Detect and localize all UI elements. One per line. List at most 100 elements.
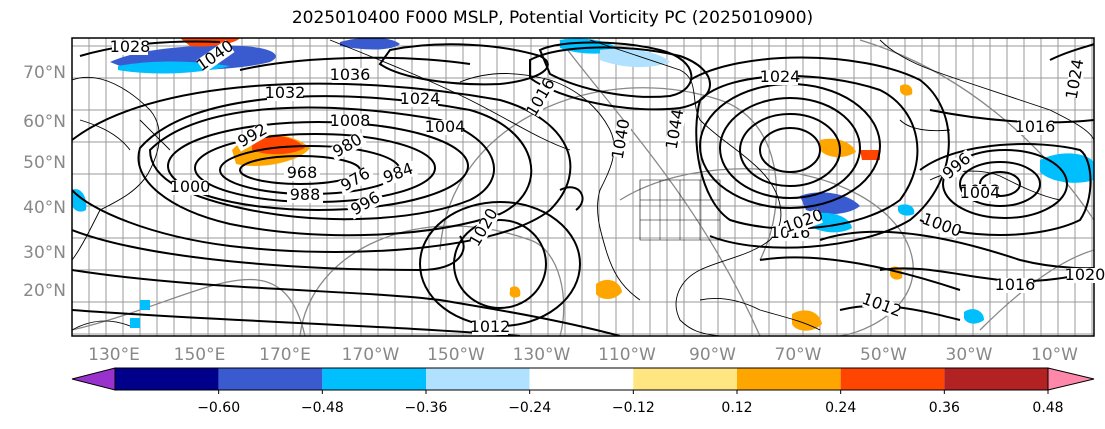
isobar-label-bg: [962, 186, 998, 201]
colorbar-segment: [115, 368, 219, 390]
isobar-label-bg: [112, 40, 148, 55]
latitude-label: 20°N: [23, 281, 66, 301]
colorbar-segment: [529, 368, 634, 390]
isobars: [72, 40, 1094, 336]
colorbar-tick-label: 0.36: [929, 400, 960, 416]
isobar-label: 968: [284, 163, 320, 182]
latitude-label: 30°N: [23, 243, 66, 263]
isobar-value: 1008: [330, 111, 371, 130]
isobar-label: 1004: [425, 117, 466, 136]
isobar-label-bg: [267, 86, 303, 101]
colorbar-tick-label: 0.24: [825, 400, 856, 416]
isobar-label: 1016: [995, 275, 1036, 294]
longitude-label: 130°W: [513, 345, 571, 365]
isobar-label: 1032: [265, 83, 306, 102]
isobar-label-bg: [332, 114, 368, 129]
isobar-value: 988: [290, 185, 321, 204]
colorbar-segment: [218, 368, 323, 390]
isobar-label-bg: [172, 180, 208, 195]
isobar-value: 1020: [1065, 265, 1105, 284]
isobar-label-bg: [938, 149, 976, 184]
isobar-label-bg: [287, 188, 323, 203]
isobar-label-bg: [472, 320, 508, 335]
longitude-label: 170°E: [259, 345, 311, 365]
colorbar-tick-label: −0.36: [405, 400, 448, 416]
isobar-label-bg: [427, 120, 463, 135]
longitude-label: 150°W: [427, 345, 485, 365]
isobar-label-bg: [346, 188, 386, 220]
latitude-label: 60°N: [23, 112, 66, 132]
isobar-label-bg: [332, 68, 368, 83]
isobar-label-bg: [665, 110, 687, 149]
isobar-label: 1024: [400, 89, 441, 108]
colorbar: −0.60 −0.48 −0.36 −0.24 −0.12 0.12 0.24 0.36 0.4…: [71, 367, 1095, 416]
longitude-label: 10°W: [1031, 345, 1078, 365]
colorbar-tick-label: 0.48: [1032, 400, 1063, 416]
isobar-value: 1016: [995, 275, 1036, 294]
isobar-label: 1000: [170, 177, 211, 196]
colorbar-segment: [944, 368, 1048, 390]
isobar-label-bg: [328, 130, 368, 162]
isobar-value: 968: [287, 163, 318, 182]
longitude-labels: 130°E 150°E 170°E 170°W 150°W 130°W 110°W 90°W 7…: [88, 345, 1078, 365]
longitude-label: 110°W: [598, 345, 656, 365]
isobar-label: 1028: [110, 37, 151, 56]
latitude-label: 50°N: [23, 153, 66, 173]
longitude-label: 130°E: [88, 345, 140, 365]
colorbar-tick-label: −0.60: [197, 400, 240, 416]
isobar-label-bg: [196, 39, 235, 73]
colorbar-segment: [426, 368, 530, 390]
isobar-label-bg: [525, 78, 557, 118]
isobar-label: 1016: [1015, 117, 1056, 136]
isobar-value: 1012: [470, 317, 511, 336]
isobar-label: 1020: [1065, 265, 1105, 284]
colorbar-tick-label: 0.12: [721, 400, 752, 416]
colorbar-outline: [114, 367, 1049, 391]
colorbar-extend-low: [71, 367, 116, 391]
isobar-label: 1036: [330, 65, 371, 84]
latitude-label: 70°N: [23, 63, 66, 83]
colorbar-tick-label: −0.12: [612, 400, 655, 416]
isobar-label-bg: [233, 120, 273, 152]
isobar-label-bg: [468, 208, 500, 248]
isobar-label-bg: [402, 92, 438, 107]
isobar-value: 1004: [425, 117, 466, 136]
isobar-value: 1036: [330, 65, 371, 84]
isobar-label-bg: [922, 212, 962, 239]
latitude-labels: 70°N 60°N 50°N 40°N 30°N 20°N: [23, 63, 66, 301]
isobar-label-bg: [783, 208, 823, 235]
colorbar-segment: [737, 368, 841, 390]
isobar-value: 1024: [400, 89, 441, 108]
longitude-label: 150°E: [174, 345, 226, 365]
isobar-label-bg: [611, 120, 633, 159]
longitude-label: 30°W: [946, 345, 993, 365]
colorbar-tick-label: −0.24: [508, 400, 551, 416]
isobar-label-bg: [862, 292, 902, 319]
latitude-label: 40°N: [23, 198, 66, 218]
isobar-value: 1000: [170, 177, 211, 196]
isobar-label-bg: [1067, 268, 1103, 283]
isobar-label-bg: [284, 166, 320, 181]
isobar-label-bg: [1065, 60, 1087, 99]
colorbar-segment: [322, 368, 426, 390]
colorbar-tick-label: −0.48: [301, 400, 344, 416]
longitude-label: 170°W: [342, 345, 400, 365]
isobar-value: 1024: [760, 67, 801, 86]
colorbar-segment: [633, 368, 737, 390]
longitude-label: 50°W: [860, 345, 907, 365]
isobar-label: 1004: [960, 183, 1001, 202]
colorbar-segment: [840, 368, 945, 390]
isobar-label: 1012: [470, 317, 511, 336]
colorbar-extend-high: [1047, 367, 1095, 391]
isobar-label-bg: [997, 278, 1033, 293]
map-title: 2025010400 F000 MSLP, Potential Vorticit…: [291, 8, 814, 28]
isobar-label-bg: [1017, 120, 1053, 135]
longitude-label: 90°W: [689, 345, 736, 365]
isobar-label-bg: [336, 164, 376, 196]
isobar-label: 988: [287, 185, 323, 204]
isobar-value: 1004: [960, 183, 1001, 202]
map-frame: [71, 37, 1095, 337]
isobar-label: 1008: [330, 111, 371, 130]
isobar-value: 1016: [1015, 117, 1056, 136]
